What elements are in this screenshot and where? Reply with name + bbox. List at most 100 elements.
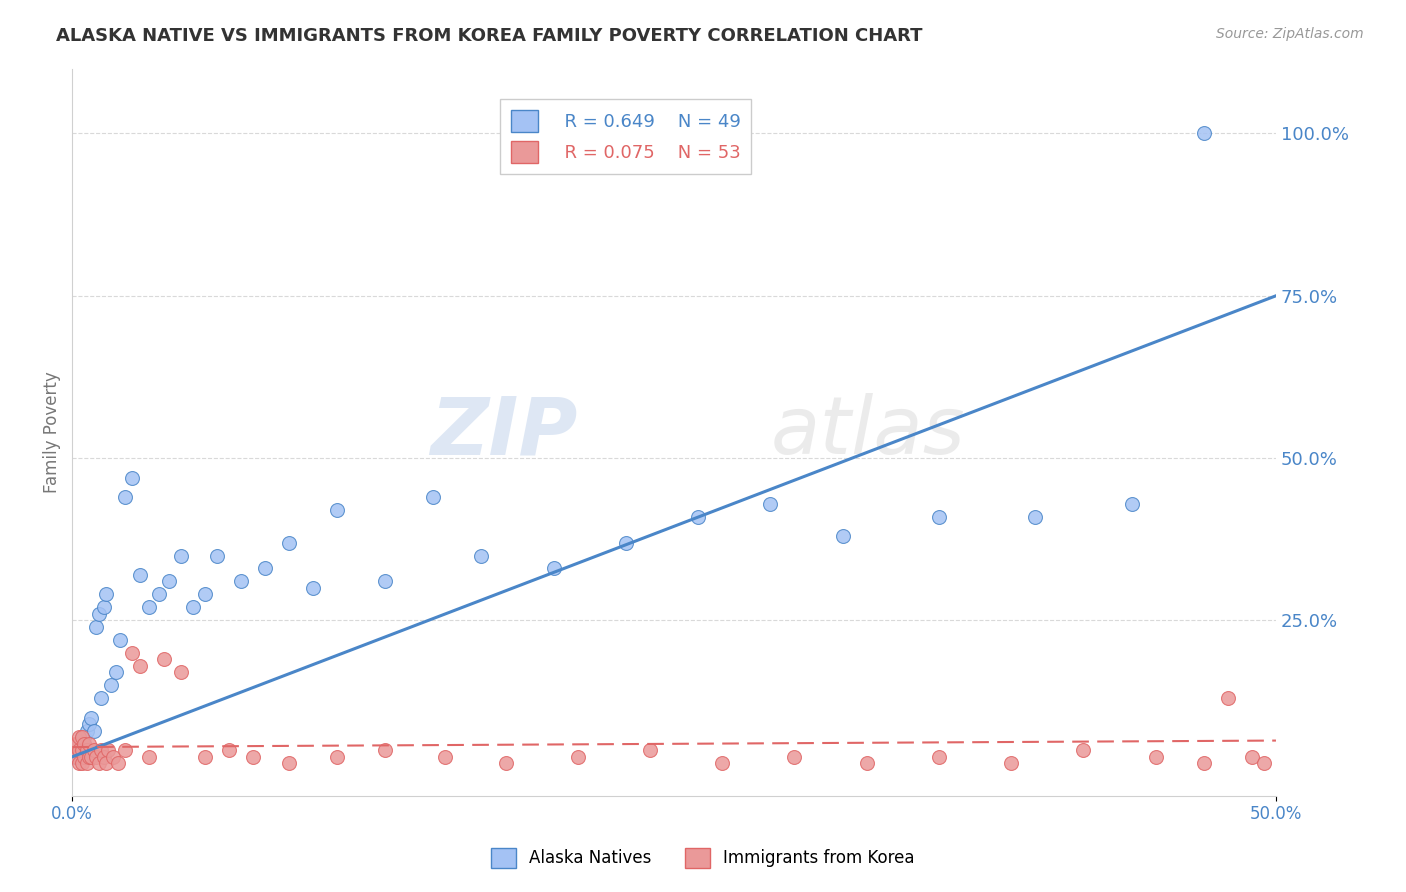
Point — [80, 749, 103, 764]
Point — [121, 646, 143, 660]
Point — [76, 743, 98, 757]
Point — [128, 568, 150, 582]
Point — [69, 737, 91, 751]
Point — [326, 503, 349, 517]
Point — [1000, 756, 1022, 771]
Point — [69, 731, 91, 745]
Point — [638, 743, 661, 757]
Text: Source: ZipAtlas.com: Source: ZipAtlas.com — [1216, 27, 1364, 41]
Point — [83, 723, 105, 738]
Point — [66, 749, 89, 764]
Point — [1240, 749, 1263, 764]
Point — [76, 756, 98, 771]
Point — [93, 749, 115, 764]
Point — [711, 756, 734, 771]
Point — [77, 717, 100, 731]
Point — [374, 574, 396, 589]
Point — [614, 535, 637, 549]
Point — [242, 749, 264, 764]
Point — [87, 607, 110, 621]
Point — [434, 749, 457, 764]
Point — [1192, 756, 1215, 771]
Point — [77, 737, 100, 751]
Point — [1073, 743, 1095, 757]
Text: atlas: atlas — [770, 393, 965, 471]
Point — [104, 665, 127, 680]
Point — [277, 535, 299, 549]
Point — [1024, 509, 1046, 524]
Text: ALASKA NATIVE VS IMMIGRANTS FROM KOREA FAMILY POVERTY CORRELATION CHART: ALASKA NATIVE VS IMMIGRANTS FROM KOREA F… — [56, 27, 922, 45]
Point — [928, 749, 950, 764]
Point — [69, 756, 91, 771]
Point — [1216, 691, 1239, 706]
Point — [73, 737, 96, 751]
Point — [70, 731, 93, 745]
Point — [66, 743, 89, 757]
Point — [152, 652, 174, 666]
Point — [495, 756, 517, 771]
Point — [277, 756, 299, 771]
Point — [1144, 749, 1167, 764]
Point — [688, 509, 710, 524]
Point — [138, 600, 160, 615]
Point — [470, 549, 492, 563]
Point — [87, 756, 110, 771]
Point — [107, 756, 129, 771]
Point — [63, 743, 86, 757]
Point — [97, 743, 120, 757]
Point — [70, 743, 93, 757]
Point — [83, 743, 105, 757]
Point — [66, 749, 89, 764]
Y-axis label: Family Poverty: Family Poverty — [44, 371, 60, 493]
Point — [70, 743, 93, 757]
Point — [928, 509, 950, 524]
Point — [138, 749, 160, 764]
Point — [69, 743, 91, 757]
Point — [63, 737, 86, 751]
Point — [73, 731, 96, 745]
Point — [100, 678, 122, 692]
Point — [94, 756, 117, 771]
Point — [84, 749, 107, 764]
Point — [567, 749, 589, 764]
Point — [855, 756, 877, 771]
Point — [157, 574, 180, 589]
Point — [80, 711, 103, 725]
Point — [783, 749, 806, 764]
Point — [93, 600, 115, 615]
Point — [1121, 497, 1143, 511]
Point — [169, 665, 191, 680]
Point — [70, 731, 93, 745]
Point — [229, 574, 252, 589]
Point — [181, 600, 204, 615]
Point — [73, 737, 96, 751]
Point — [422, 490, 444, 504]
Point — [76, 723, 98, 738]
Point — [114, 743, 136, 757]
Point — [543, 561, 565, 575]
Point — [77, 749, 100, 764]
Point — [759, 497, 782, 511]
Point — [94, 587, 117, 601]
Point — [76, 743, 98, 757]
Point — [1192, 127, 1215, 141]
Point — [101, 749, 124, 764]
Point — [169, 549, 191, 563]
Point — [90, 691, 112, 706]
Point — [128, 659, 150, 673]
Point — [205, 549, 228, 563]
Point — [218, 743, 240, 757]
Point — [110, 632, 132, 647]
Point — [70, 756, 93, 771]
Point — [1253, 756, 1275, 771]
Point — [69, 743, 91, 757]
Point — [84, 620, 107, 634]
Point — [831, 529, 853, 543]
Point — [121, 470, 143, 484]
Point — [73, 749, 96, 764]
Point — [374, 743, 396, 757]
Point — [302, 581, 325, 595]
Point — [63, 749, 86, 764]
Text: ZIP: ZIP — [430, 393, 578, 471]
Point — [114, 490, 136, 504]
